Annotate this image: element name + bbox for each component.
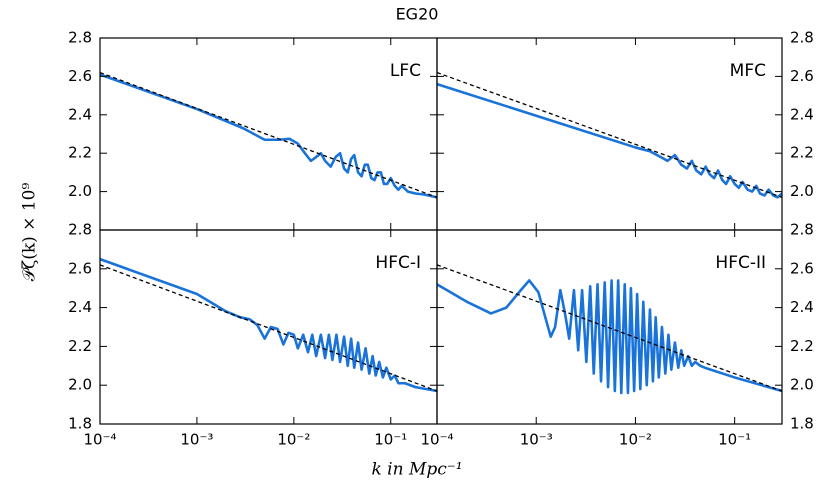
y-tick-label: 1.8 [790,415,814,433]
y-tick-label: 2.6 [68,259,92,277]
panel-label: HFC-I [375,253,421,273]
spectrum-line [99,73,438,199]
x-tick-label: 10⁻³ [180,431,213,449]
y-tick-label: 2.8 [790,29,814,47]
y-tick-label: 2.6 [790,67,814,85]
y-tick-label: 2.4 [790,298,814,316]
x-tick-label: 10⁻⁴ [420,431,453,449]
y-tick-label: 2.8 [790,221,814,239]
reference-line [436,71,783,198]
y-tick-label: 2.4 [790,105,814,123]
panel-label: MFC [730,61,766,81]
reference-line [436,264,783,392]
reference-line [99,264,438,392]
x-tick-label: 10⁻¹ [718,431,751,449]
y-tick-label: 2.6 [790,259,814,277]
spectrum-line [436,82,783,199]
panel-frame [436,229,783,425]
y-tick-label: 2.4 [68,298,92,316]
panel-frame [99,37,438,231]
y-tick-label: 2.0 [790,376,814,394]
y-tick-label: 2.4 [68,105,92,123]
y-tick-label: 2.8 [68,221,92,239]
x-tick-label: 10⁻⁴ [83,431,116,449]
y-tick-label: 2.2 [68,144,92,162]
x-tick-label: 10⁻¹ [374,431,407,449]
figure-title: EG20 [396,5,439,24]
y-tick-label: 1.8 [68,415,92,433]
panel-label: LFC [390,61,421,81]
x-tick-label: 10⁻³ [520,431,553,449]
y-tick-label: 2.0 [68,182,92,200]
y-tick-label: 2.2 [68,337,92,355]
y-tick-label: 2.2 [790,337,814,355]
x-tick-label: 10⁻² [277,431,310,449]
y-tick-label: 2.8 [68,29,92,47]
y-tick-label: 2.2 [790,144,814,162]
panel-label: HFC-II [715,253,766,273]
y-tick-label: 2.0 [68,376,92,394]
reference-line [99,71,438,198]
spectrum-line [99,257,438,393]
y-axis-label: 𝒫ζ(k) × 10⁹ [20,183,40,282]
x-tick-label: 10⁻² [619,431,652,449]
x-axis-label: k in Mpc⁻¹ [371,460,462,480]
spectrum-line [436,279,783,395]
y-tick-label: 2.6 [68,67,92,85]
y-tick-label: 2.0 [790,182,814,200]
